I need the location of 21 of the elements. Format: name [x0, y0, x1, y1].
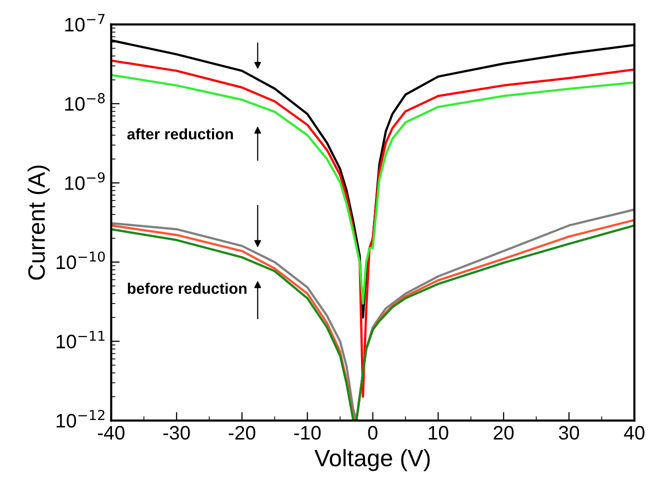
x-tick-label: 30 [558, 426, 580, 440]
y-axis-title: Current (A) [28, 166, 50, 280]
line-series [111, 74, 634, 305]
x-tick-label: 40 [624, 426, 644, 440]
y-tick-label: 10$^{−12}$ [56, 410, 104, 428]
annotation: before reduction [128, 282, 246, 294]
x-tick-label: 0 [368, 426, 378, 440]
y-tick-label: 10$^{−8}$ [65, 93, 105, 111]
annotation: after reduction [127, 128, 233, 140]
x-tick-label: 10 [428, 426, 448, 440]
x-tick-label: 20 [494, 426, 514, 440]
x-tick-label: -20 [228, 426, 256, 440]
line-series [111, 59, 634, 398]
y-tick-label: 10$^{−7}$ [65, 14, 104, 32]
y-tick-label: 10$^{−10}$ [56, 251, 105, 270]
x-tick-label: -40 [98, 426, 124, 440]
y-tick-label: 10$^{−11}$ [56, 330, 104, 348]
x-tick-label: -30 [163, 426, 190, 440]
y-tick-label: 10$^{−9}$ [65, 172, 105, 190]
x-tick-label: -10 [294, 426, 321, 440]
x-axis-title: Voltage (V) [314, 449, 430, 472]
